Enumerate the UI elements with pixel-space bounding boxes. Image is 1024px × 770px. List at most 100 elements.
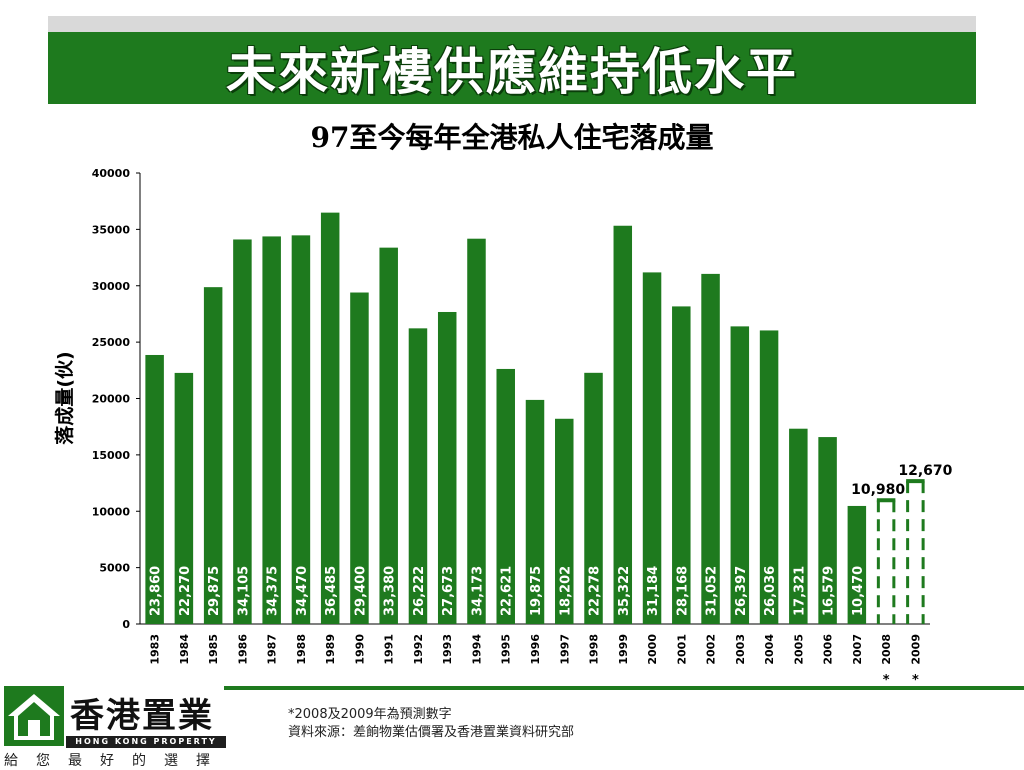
x-tick-label: 2007 [851,634,864,665]
x-tick-label: 2000 [646,634,659,665]
y-tick-label: 35000 [92,223,131,236]
bar-value-label: 35,322 [617,566,632,616]
x-tick-label: 1988 [295,634,308,665]
y-tick-label: 40000 [92,167,131,180]
bar [759,330,779,624]
x-tick-label: 1999 [617,634,630,665]
chart-title: 97至今每年全港私人住宅落成量 [310,121,714,154]
bar-value-label: 22,278 [588,566,603,616]
x-tick-label: 2005 [792,634,805,665]
x-tick-label: 1997 [558,634,571,665]
bar-value-label: 28,168 [675,566,690,616]
x-tick-label: 1998 [588,634,601,665]
x-tick-label: 1989 [324,634,337,665]
bar [174,372,194,624]
footnote-source: 資料來源：差餉物業估價署及香港置業資料研究部 [288,725,575,740]
bar [672,306,691,624]
footer-divider [224,686,1024,690]
bar [701,273,720,624]
y-tick-label: 25000 [92,336,131,349]
bar-value-label: 31,052 [705,566,720,616]
forecast-marker: * [912,673,919,688]
x-tick-label: 2003 [734,634,747,665]
x-tick-label: 1987 [266,634,279,665]
footnote-forecast: *2008及2009年為預測數字 [288,707,452,722]
x-tick-label: 1984 [178,634,191,665]
bar [847,505,867,624]
x-tick-label: 2001 [675,634,688,665]
logo-slogan: 給您最好的選擇 [4,753,228,769]
bar-value-label: 33,380 [383,566,398,616]
bar [262,236,281,624]
y-tick-label: 0 [122,618,130,631]
y-tick-label: 10000 [92,505,131,518]
page-title: 未來新樓供應維持低水平 [226,43,798,101]
bar-value-label: 26,222 [412,566,427,616]
footnote: *2008及2009年為預測數字 資料來源：差餉物業估價署及香港置業資料研究部 [288,706,574,742]
forecast-value-label: 10,980 [851,482,905,498]
bar-value-label: 34,105 [236,566,251,616]
x-tick-label: 2002 [705,634,718,665]
y-tick-label: 5000 [99,562,130,575]
x-tick-label: 1992 [412,634,425,665]
bar [789,428,808,624]
bar-value-label: 34,470 [295,566,310,616]
bar-value-label: 26,397 [734,566,749,616]
bar [320,212,340,624]
bar-chart: 0 5000 10000 15000 20000 25000 30000 35000 40000… [53,167,953,688]
bar [291,235,311,624]
title-banner: 未來新樓供應維持低水平 [48,32,976,104]
x-tick-label: 1990 [353,634,366,665]
bar [203,287,223,624]
house-logo-icon [4,686,64,746]
logo-name: 香港置業 [70,696,214,736]
bar [730,326,750,624]
x-tick-label: 1991 [383,634,396,665]
x-tick-label: 2004 [763,634,776,665]
x-tick-label: 1993 [441,634,454,665]
bar-value-label: 19,875 [529,566,544,616]
bar [233,239,252,624]
company-logo: 香港置業 HONG KONG PROPERTY 給您最好的選擇 [4,686,226,769]
x-tick-label: 1995 [500,634,513,665]
bar [145,354,164,624]
bar [437,311,457,624]
bar-value-label: 23,860 [149,566,164,616]
bar-value-label: 34,375 [266,566,281,616]
bar [584,372,603,624]
x-tick-label: 1986 [236,634,249,665]
bar [642,272,662,624]
bar-value-label: 22,270 [178,566,193,616]
bar [525,399,545,624]
bar-value-label: 29,400 [353,566,368,616]
y-tick-label: 20000 [92,393,131,406]
bar-value-label: 26,036 [763,566,778,616]
forecast-value-label: 12,670 [898,463,952,479]
bar [613,225,633,624]
bar-value-label: 16,579 [822,566,837,616]
bar-value-label: 31,184 [646,566,661,616]
x-tick-label: 1994 [470,634,483,665]
x-tick-label: 1996 [529,634,542,665]
x-tick-label: 2006 [822,634,835,665]
bar-value-label: 18,202 [558,566,573,616]
y-tick-label: 30000 [92,280,131,293]
bar [496,368,515,624]
bar [379,247,398,624]
bar [467,238,486,624]
bar-value-label: 27,673 [441,566,456,616]
bar-value-label: 29,875 [207,566,222,616]
x-tick-label: 1983 [149,634,162,665]
top-decor-bar [48,16,976,32]
bar [350,292,369,624]
bar-value-label: 22,621 [500,566,515,616]
bar [818,437,837,624]
bar [408,328,428,624]
bar-value-label: 10,470 [851,566,866,616]
x-tick-label: 1985 [207,634,220,665]
bar-value-label: 17,321 [792,566,807,616]
forecast-marker: * [883,673,890,688]
y-axis-title: 落成量(伙) [53,351,76,444]
bar-value-label: 36,485 [324,566,339,616]
bar [555,418,574,624]
